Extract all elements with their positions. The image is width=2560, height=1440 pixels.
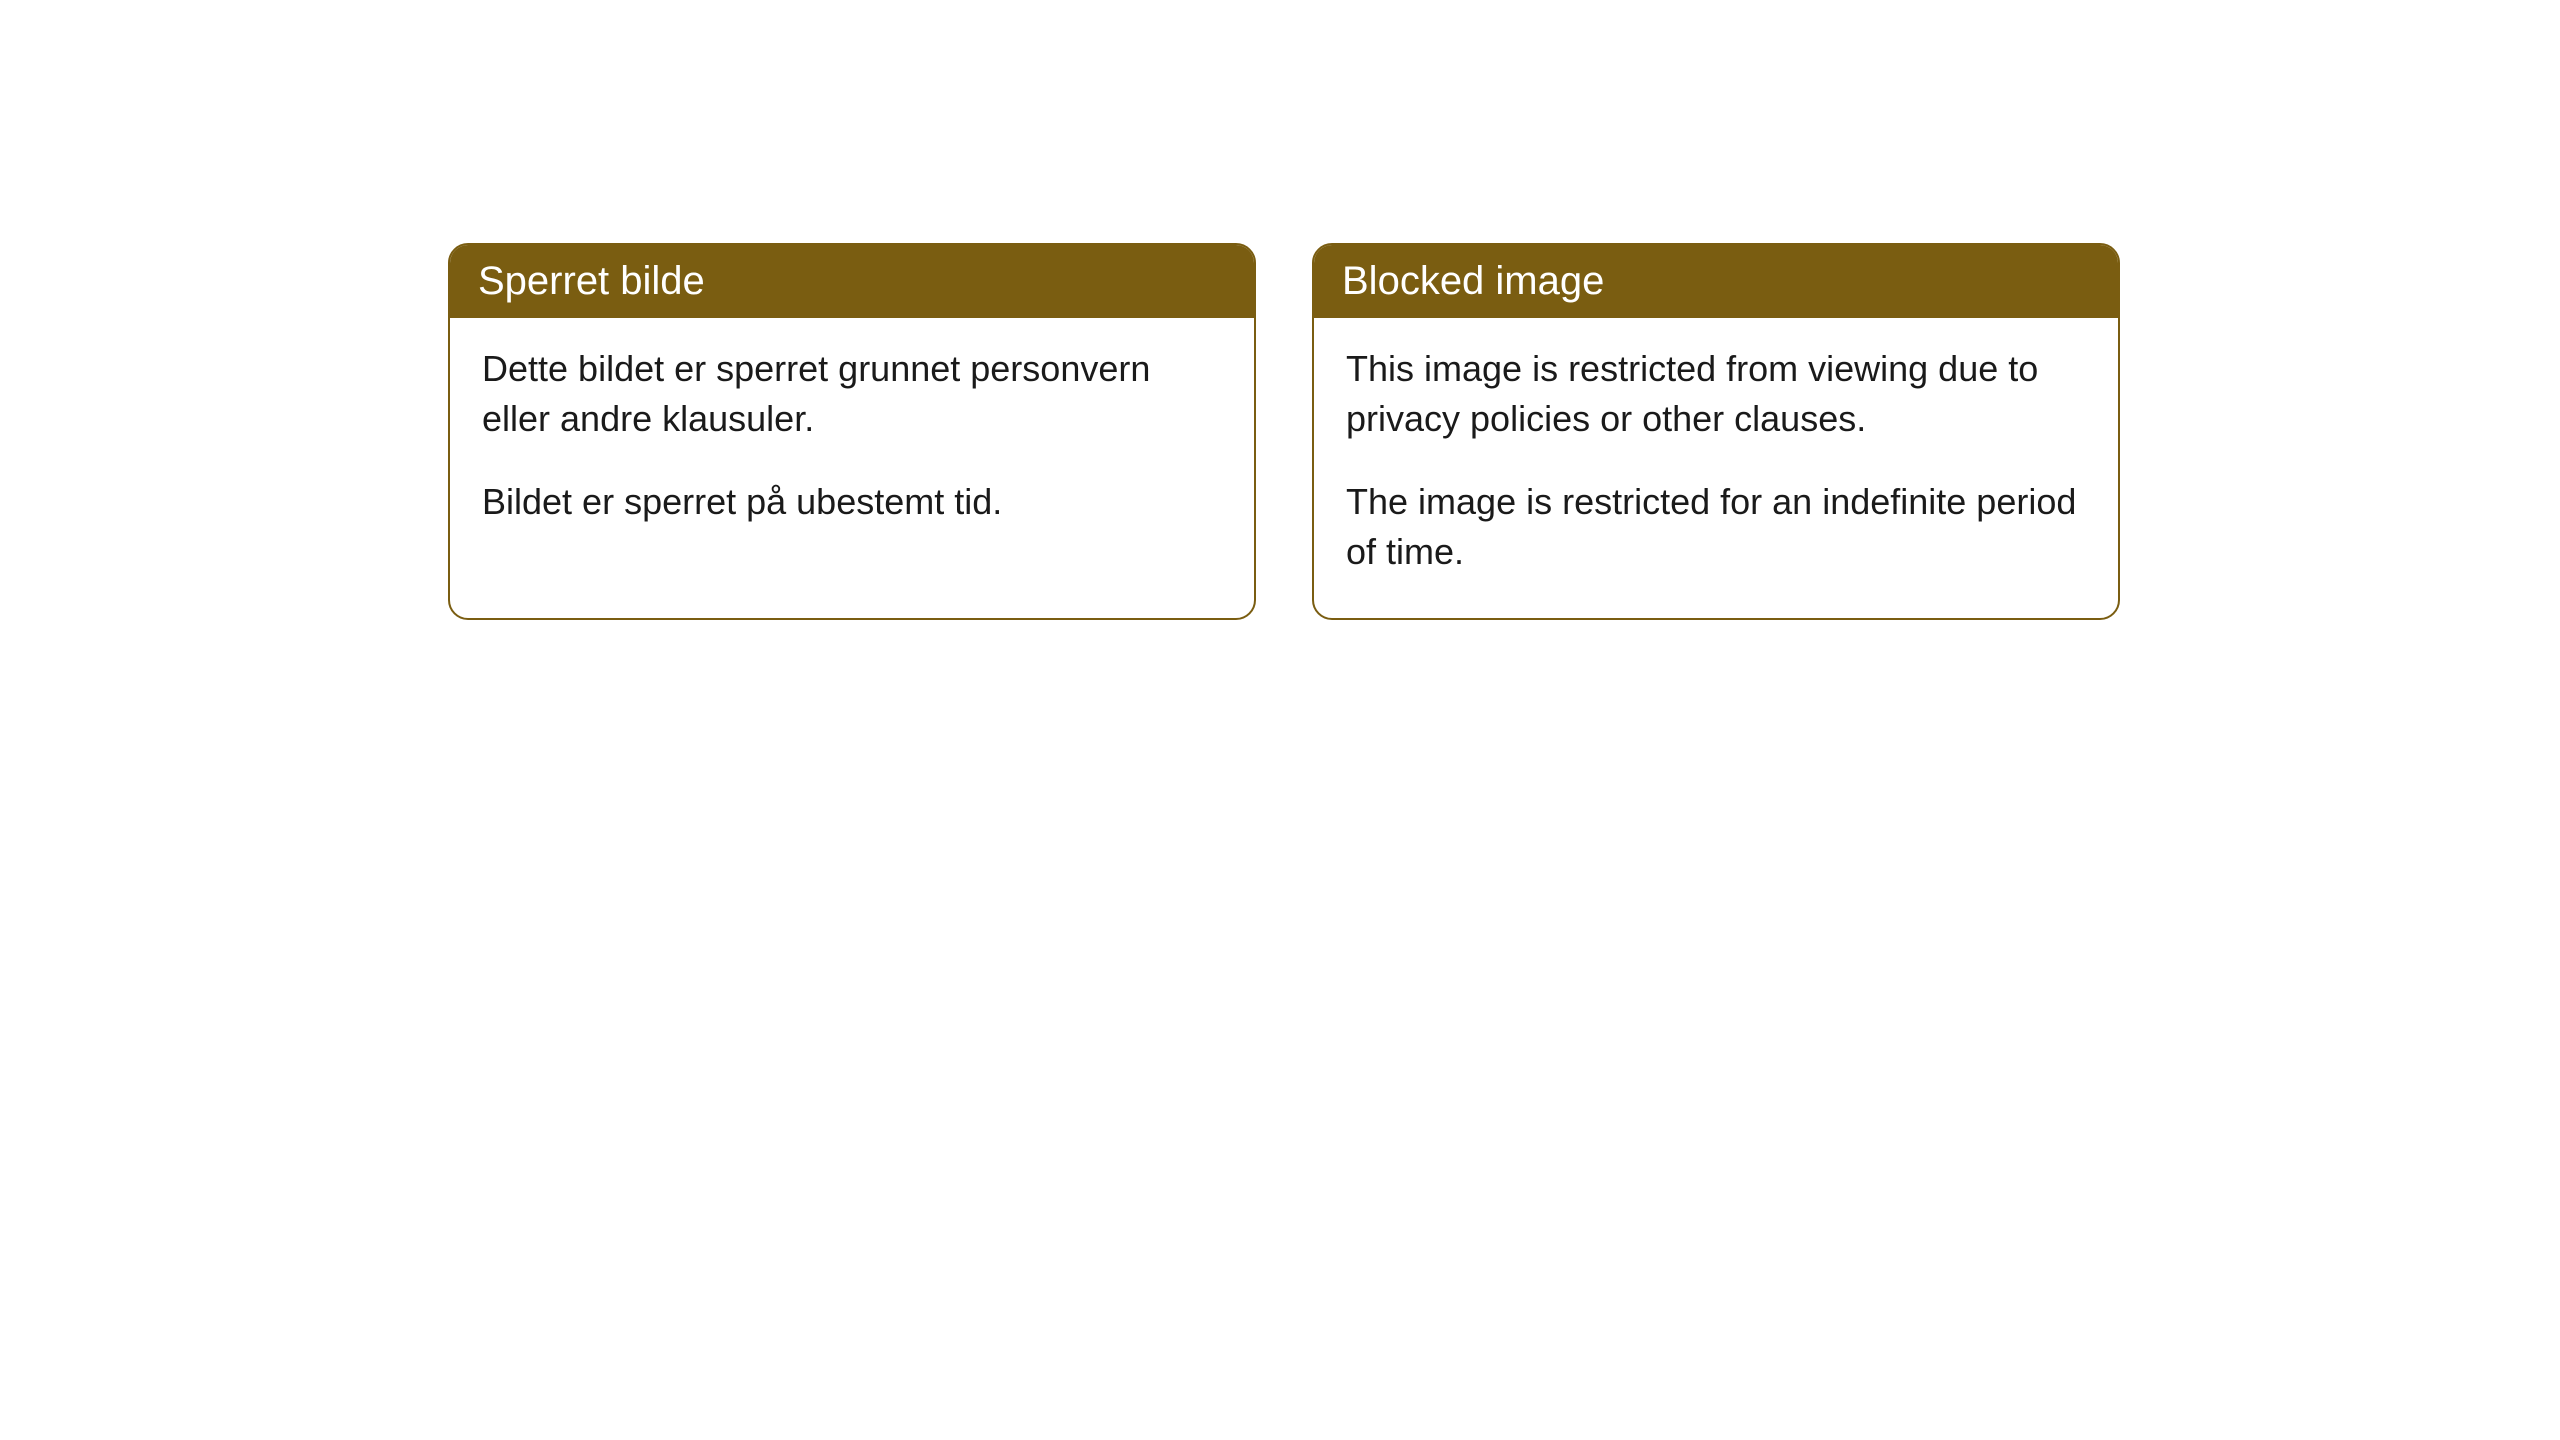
card-paragraph: Bildet er sperret på ubestemt tid.: [482, 477, 1222, 527]
card-title: Sperret bilde: [478, 259, 705, 303]
notice-card-norwegian: Sperret bilde Dette bildet er sperret gr…: [448, 243, 1256, 620]
card-title: Blocked image: [1342, 259, 1604, 303]
notice-cards-container: Sperret bilde Dette bildet er sperret gr…: [448, 243, 2120, 620]
card-paragraph: This image is restricted from viewing du…: [1346, 344, 2086, 445]
card-body: This image is restricted from viewing du…: [1314, 318, 2118, 618]
card-paragraph: The image is restricted for an indefinit…: [1346, 477, 2086, 578]
card-header: Sperret bilde: [450, 245, 1254, 318]
card-body: Dette bildet er sperret grunnet personve…: [450, 318, 1254, 567]
card-paragraph: Dette bildet er sperret grunnet personve…: [482, 344, 1222, 445]
card-header: Blocked image: [1314, 245, 2118, 318]
notice-card-english: Blocked image This image is restricted f…: [1312, 243, 2120, 620]
